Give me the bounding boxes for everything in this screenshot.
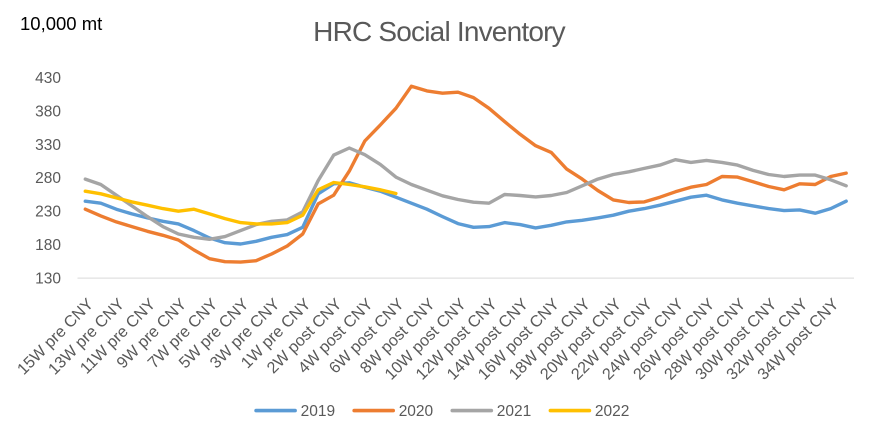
svg-text:280: 280: [35, 170, 61, 187]
svg-text:130: 130: [35, 271, 61, 288]
svg-text:430: 430: [35, 70, 61, 87]
svg-text:10,000 mt: 10,000 mt: [20, 13, 102, 34]
svg-text:2021: 2021: [497, 403, 531, 420]
svg-text:HRC Social Inventory: HRC Social Inventory: [313, 16, 565, 47]
svg-text:2019: 2019: [301, 403, 335, 420]
svg-text:180: 180: [35, 237, 61, 254]
svg-text:2022: 2022: [595, 403, 629, 420]
svg-text:230: 230: [35, 204, 61, 221]
svg-text:380: 380: [35, 103, 61, 120]
svg-text:330: 330: [35, 137, 61, 154]
svg-text:2020: 2020: [399, 403, 434, 420]
